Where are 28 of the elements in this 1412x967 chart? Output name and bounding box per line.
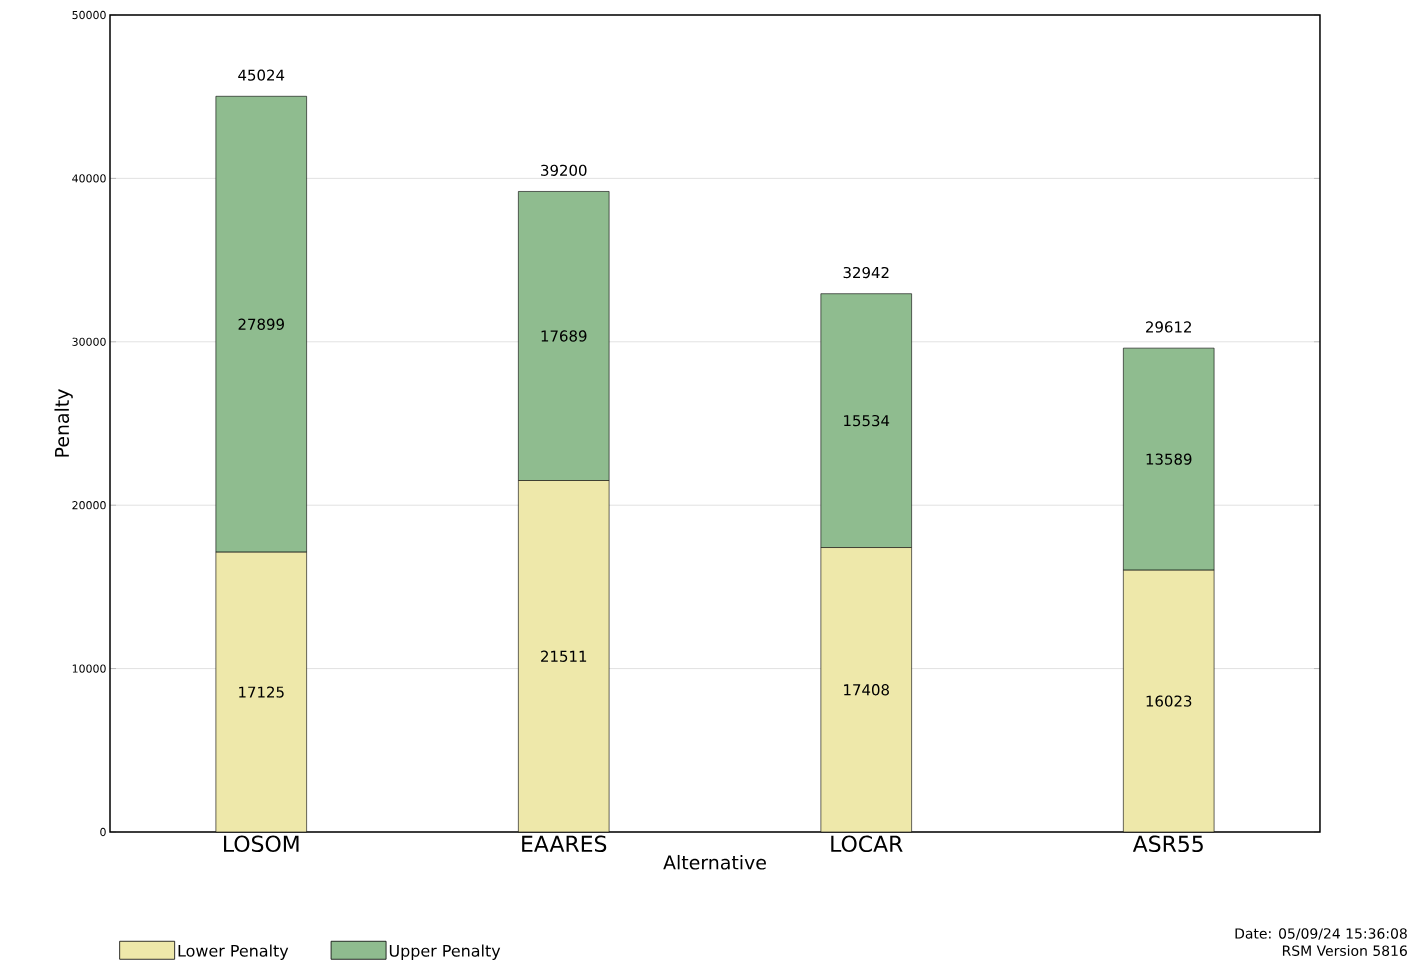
total-label: 32942 (843, 266, 889, 279)
y-tick-label: 50000 (72, 10, 106, 20)
y-tick-label: 30000 (72, 337, 106, 346)
data-label: 15534 (844, 414, 890, 427)
data-label: 17125 (239, 686, 284, 698)
x-tick-label: LOSOM (224, 835, 299, 853)
y-axis-title: Penalty (54, 389, 73, 457)
data-label: 17689 (541, 330, 587, 342)
data-label: 21511 (541, 650, 587, 662)
y-tick-label: 40000 (72, 174, 106, 183)
data-label: 16023 (1146, 695, 1192, 707)
data-label: 17408 (844, 684, 889, 696)
x-tick-label: ASR55 (1132, 835, 1203, 853)
data-label: 27899 (238, 318, 284, 330)
y-tick-label: 10000 (72, 664, 106, 673)
text: RSM Version 5816 (1282, 945, 1407, 956)
x-tick-label: LOCAR (831, 835, 903, 853)
total-label: 45024 (238, 69, 285, 81)
total-label: 39200 (541, 164, 587, 176)
data-label: 13589 (1146, 453, 1192, 465)
text: Date: 05/09/24 15:36:08 (1235, 928, 1407, 940)
legend-label: Upper Penalty (389, 944, 501, 960)
x-axis-title: Alternative (663, 854, 766, 870)
legend-label: Lower Penalty (178, 944, 289, 960)
y-tick-label: 0 (100, 827, 106, 837)
y-tick-label: 20000 (72, 501, 106, 510)
total-label: 29612 (1146, 321, 1191, 333)
x-tick-label: EAARES (522, 835, 607, 853)
